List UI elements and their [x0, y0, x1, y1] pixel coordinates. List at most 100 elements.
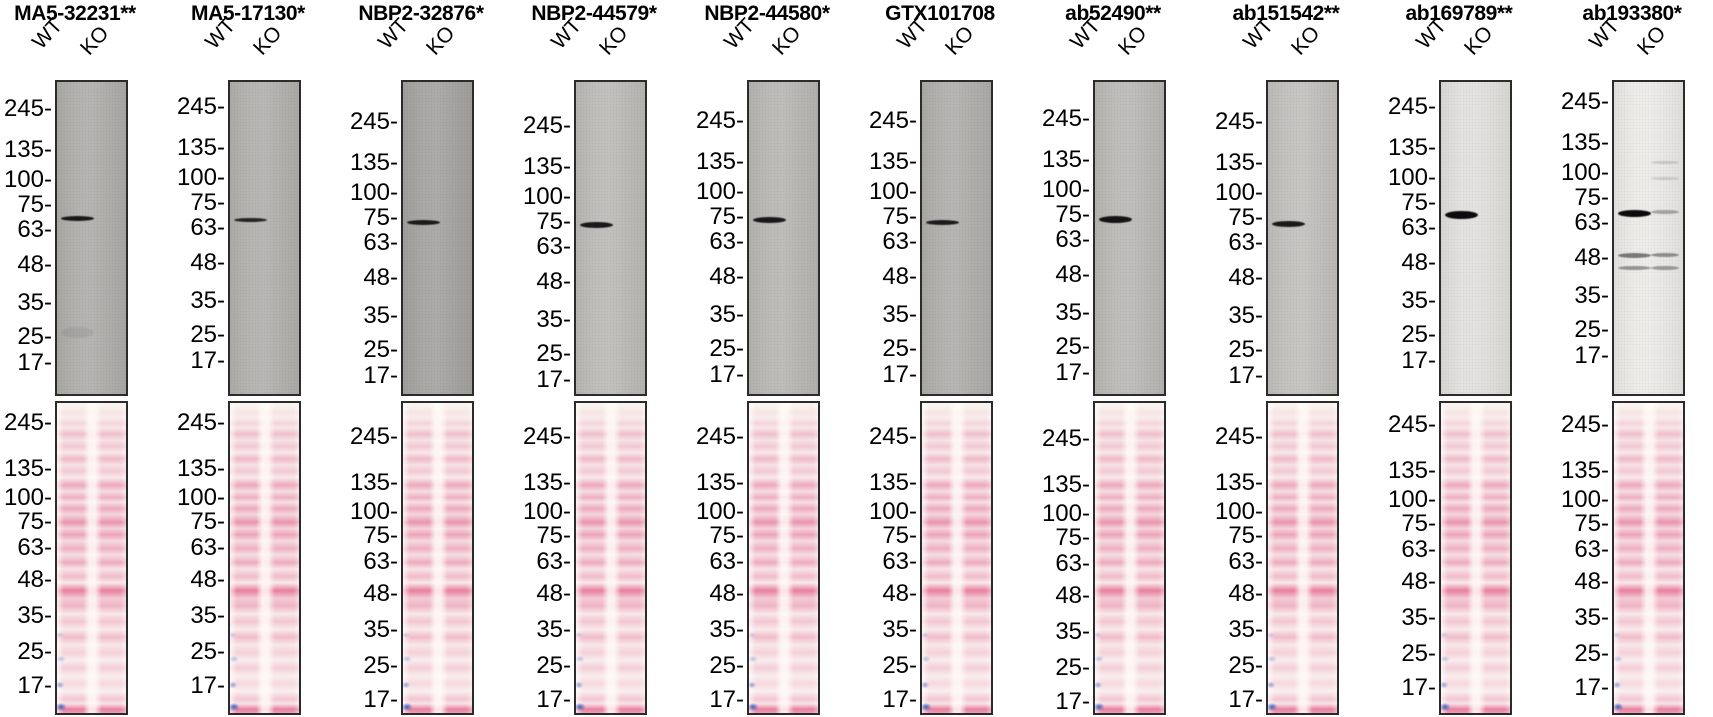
- mw-marker: 48-: [709, 263, 744, 290]
- mw-marker: 17-: [1401, 674, 1436, 701]
- mw-marker: 75-: [1401, 510, 1436, 537]
- mw-marker: 245-: [1214, 423, 1263, 450]
- mw-markers-top: 245- 135- 100- 75- 63- 48- 35- 25- 17-: [1211, 80, 1266, 396]
- mw-marker: 100-: [1041, 176, 1090, 203]
- mw-marker: 17-: [709, 361, 744, 388]
- mw-marker: 48-: [1228, 264, 1263, 291]
- antibody-panel: ab151542** WT KO 245- 135- 100- 75- 63- 48- 35…: [1211, 0, 1342, 717]
- mw-marker: 75-: [190, 508, 225, 535]
- mw-marker: 245-: [1387, 93, 1436, 120]
- mw-marker: 48-: [882, 580, 917, 607]
- antibody-label: GTX101708: [885, 2, 995, 25]
- ponceau-blot: [228, 401, 301, 715]
- mw-marker: 135-: [868, 148, 917, 175]
- mw-marker: 135-: [1560, 129, 1609, 156]
- mw-marker: 63-: [709, 228, 744, 255]
- mw-marker: 17-: [536, 686, 571, 713]
- antibody-panel: NBP2-44579* WT KO 245- 135- 100- 75- 63- 48- 3…: [519, 0, 657, 717]
- mw-marker: 245-: [1560, 88, 1609, 115]
- mw-marker: 135-: [868, 469, 917, 496]
- mw-marker: 25-: [363, 336, 398, 363]
- mw-markers-bottom: 245- 135- 100- 75- 63- 48- 35- 25- 17-: [1557, 401, 1612, 715]
- mw-marker: 35-: [1401, 604, 1436, 631]
- antibody-label: NBP2-32876*: [358, 2, 484, 25]
- mw-marker: 48-: [882, 263, 917, 290]
- mw-marker: 63-: [17, 534, 52, 561]
- mw-marker: 100-: [349, 179, 398, 206]
- mw-marker: 17-: [1401, 347, 1436, 374]
- mw-marker: 48-: [363, 264, 398, 291]
- mw-markers-bottom: 245- 135- 100- 75- 63- 48- 35- 25- 17-: [1211, 401, 1266, 715]
- mw-marker: 17-: [17, 349, 52, 376]
- mw-marker: 35-: [190, 602, 225, 629]
- mw-marker: 75-: [363, 204, 398, 231]
- mw-marker: 245-: [868, 107, 917, 134]
- mw-markers-bottom: 245- 135- 100- 75- 63- 48- 35- 25- 17-: [346, 401, 401, 715]
- antibody-label: MA5-32231**: [14, 2, 136, 25]
- mw-marker: 75-: [1401, 189, 1436, 216]
- mw-marker: 100-: [1560, 159, 1609, 186]
- mw-marker: 245-: [522, 423, 571, 450]
- mw-marker: 100-: [349, 498, 398, 525]
- mw-marker: 63-: [1055, 550, 1090, 577]
- mw-marker: 100-: [1214, 498, 1263, 525]
- protein-band-wt: [234, 218, 268, 222]
- mw-marker: 63-: [1228, 548, 1263, 575]
- mw-marker: 100-: [868, 498, 917, 525]
- mw-markers-top: 245- 135- 100- 75- 63- 48- 35- 25- 17-: [865, 80, 920, 396]
- mw-marker: 17-: [190, 347, 225, 374]
- mw-marker: 135-: [176, 455, 225, 482]
- ponceau-blot: [55, 401, 128, 715]
- mw-marker: 245-: [868, 423, 917, 450]
- mw-marker: 25-: [363, 652, 398, 679]
- mw-marker: 48-: [1055, 261, 1090, 288]
- mw-marker: 63-: [363, 548, 398, 575]
- ponceau-blot: [1093, 401, 1166, 715]
- protein-band-wt: [1618, 266, 1652, 270]
- protein-band-wt: [407, 219, 441, 225]
- mw-marker: 63-: [1574, 209, 1609, 236]
- mw-marker: 17-: [363, 362, 398, 389]
- wb-blot: [1612, 80, 1685, 396]
- mw-marker: 75-: [882, 203, 917, 230]
- mw-markers-top: 245- 135- 100- 75- 63- 48- 35- 25- 17-: [519, 80, 574, 396]
- mw-marker: 25-: [1574, 316, 1609, 343]
- mw-marker: 135-: [695, 469, 744, 496]
- ponceau-blot: [1439, 401, 1512, 715]
- mw-marker: 100-: [695, 178, 744, 205]
- antibody-panel: ab193380* WT KO 245- 135- 100- 75- 63- 48- 35-…: [1557, 0, 1688, 717]
- mw-marker: 75-: [1574, 184, 1609, 211]
- mw-marker: 75-: [17, 508, 52, 535]
- mw-marker: 35-: [363, 302, 398, 329]
- mw-marker: 17-: [709, 686, 744, 713]
- lane-label-ko: KO: [940, 21, 979, 60]
- lane-label-ko: KO: [1286, 21, 1325, 60]
- mw-marker: 75-: [536, 522, 571, 549]
- mw-marker: 25-: [882, 335, 917, 362]
- mw-marker: 75-: [190, 189, 225, 216]
- mw-marker: 135-: [695, 148, 744, 175]
- mw-marker: 135-: [349, 149, 398, 176]
- wb-blot: [1439, 80, 1512, 396]
- protein-band-wt: [61, 326, 95, 338]
- mw-marker: 48-: [536, 580, 571, 607]
- mw-marker: 17-: [1574, 342, 1609, 369]
- mw-marker: 100-: [1387, 164, 1436, 191]
- mw-marker: 75-: [17, 191, 52, 218]
- mw-marker: 35-: [1055, 299, 1090, 326]
- mw-marker: 17-: [363, 686, 398, 713]
- mw-marker: 17-: [1055, 359, 1090, 386]
- mw-marker: 100-: [522, 183, 571, 210]
- lane-label-ko: KO: [421, 21, 460, 60]
- mw-marker: 25-: [882, 652, 917, 679]
- mw-marker: 25-: [17, 323, 52, 350]
- mw-marker: 48-: [709, 580, 744, 607]
- mw-markers-top: 245- 135- 100- 75- 63- 48- 35- 25- 17-: [0, 80, 55, 396]
- wb-blot: [228, 80, 301, 396]
- mw-marker: 135-: [1387, 457, 1436, 484]
- mw-marker: 100-: [695, 498, 744, 525]
- lane-label-ko: KO: [594, 21, 633, 60]
- mw-marker: 100-: [176, 484, 225, 511]
- mw-marker: 245-: [1387, 411, 1436, 438]
- mw-marker: 245-: [1560, 411, 1609, 438]
